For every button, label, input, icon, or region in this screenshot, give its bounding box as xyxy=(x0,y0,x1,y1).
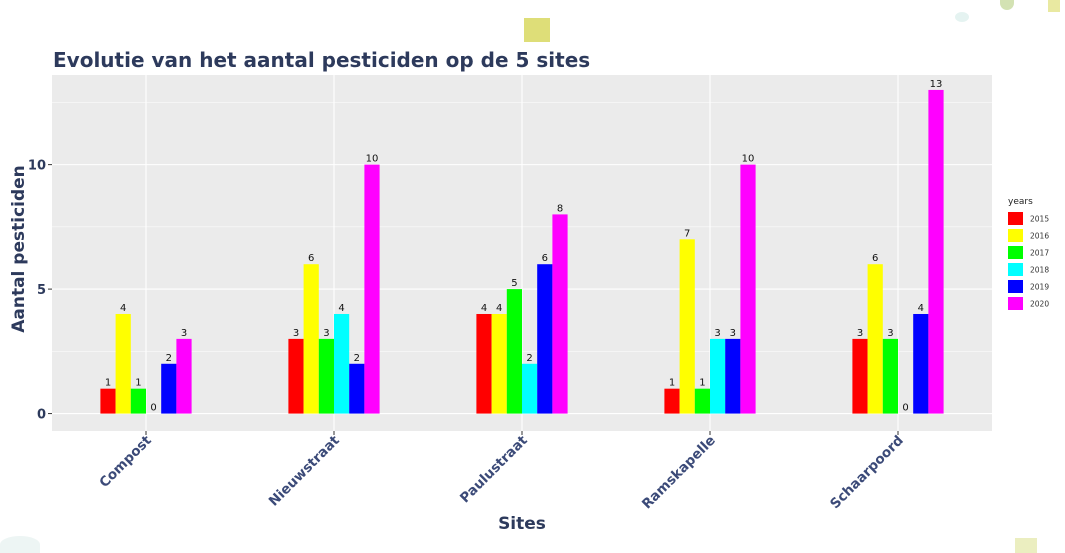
legend: years 2015 2016 2017 2018 2019 2020 xyxy=(1008,197,1049,310)
data-label-ramskapelle-2016: 7 xyxy=(684,228,690,239)
data-label-paulustraat-2016: 4 xyxy=(496,303,502,314)
data-label-nieuwstraat-2016: 6 xyxy=(308,253,314,264)
data-label-paulustraat-2018: 2 xyxy=(526,353,532,364)
data-label-schaarpoord-2016: 6 xyxy=(872,253,878,264)
decorative-leaf-top-right xyxy=(1000,0,1014,10)
data-label-ramskapelle-2018: 3 xyxy=(714,328,720,339)
y-tick-label: 0 xyxy=(37,408,46,423)
bar-nieuwstraat-2017 xyxy=(318,338,334,414)
bar-ramskapelle-2018 xyxy=(710,338,726,414)
bar-paulustraat-2020 xyxy=(552,214,568,414)
data-label-schaarpoord-2015: 3 xyxy=(857,328,863,339)
bar-compost-2019 xyxy=(161,363,177,414)
data-label-compost-2020: 3 xyxy=(181,328,187,339)
bar-paulustraat-2018 xyxy=(522,363,538,414)
bar-paulustraat-2015 xyxy=(476,313,492,414)
bar-nieuwstraat-2020 xyxy=(364,164,380,414)
data-label-compost-2018: 0 xyxy=(150,403,156,414)
bar-schaarpoord-2019 xyxy=(913,313,929,414)
bar-ramskapelle-2015 xyxy=(664,388,680,414)
legend-title: years xyxy=(1008,197,1033,207)
legend-key-2019 xyxy=(1008,280,1023,293)
x-tick-label-schaarpoord: Schaarpoord xyxy=(827,433,907,513)
decorative-swoosh-top-right xyxy=(955,12,969,22)
x-tick-label-compost: Compost xyxy=(96,432,155,491)
data-label-nieuwstraat-2020: 10 xyxy=(366,154,379,165)
bar-ramskapelle-2019 xyxy=(725,338,741,414)
data-label-ramskapelle-2017: 1 xyxy=(699,378,705,389)
bar-paulustraat-2016 xyxy=(491,313,507,414)
legend-label-2019: 2019 xyxy=(1030,283,1049,292)
bar-nieuwstraat-2015 xyxy=(288,338,304,414)
data-label-schaarpoord-2017: 3 xyxy=(887,328,893,339)
chart-title: Evolutie van het aantal pesticiden op de… xyxy=(53,48,590,72)
legend-key-2015 xyxy=(1008,212,1023,225)
bar-schaarpoord-2017 xyxy=(882,338,898,414)
data-label-paulustraat-2019: 6 xyxy=(542,253,548,264)
data-label-ramskapelle-2015: 1 xyxy=(669,378,675,389)
bar-compost-2015 xyxy=(100,388,116,414)
x-axis: Compost Nieuwstraat Paulustraat Ramskapelle… xyxy=(96,431,907,513)
bar-ramskapelle-2017 xyxy=(694,388,710,414)
data-label-compost-2016: 4 xyxy=(120,303,126,314)
data-label-paulustraat-2015: 4 xyxy=(481,303,487,314)
data-label-compost-2017: 1 xyxy=(135,378,141,389)
bar-nieuwstraat-2019 xyxy=(349,363,365,414)
data-label-nieuwstraat-2019: 2 xyxy=(354,353,360,364)
legend-label-2018: 2018 xyxy=(1030,266,1049,275)
gridlines xyxy=(52,75,992,431)
bar-paulustraat-2017 xyxy=(506,289,522,414)
legend-label-2020: 2020 xyxy=(1030,300,1049,309)
x-tick-label-paulustraat: Paulustraat xyxy=(457,432,531,506)
legend-label-2015: 2015 xyxy=(1030,215,1049,224)
decorative-leaf-top-right-2 xyxy=(1048,0,1060,12)
decorative-square-bottom-right xyxy=(1015,538,1037,553)
bar-nieuwstraat-2016 xyxy=(303,264,319,414)
bar-schaarpoord-2015 xyxy=(852,338,868,414)
data-label-compost-2015: 1 xyxy=(105,378,111,389)
data-label-schaarpoord-2019: 4 xyxy=(918,303,924,314)
data-label-nieuwstraat-2018: 4 xyxy=(338,303,344,314)
data-label-compost-2019: 2 xyxy=(166,353,172,364)
x-axis-title: Sites xyxy=(498,514,546,534)
legend-key-2020 xyxy=(1008,297,1023,310)
legend-key-2018 xyxy=(1008,263,1023,276)
bar-compost-2017 xyxy=(130,388,146,414)
data-label-schaarpoord-2018: 0 xyxy=(902,403,908,414)
bar-ramskapelle-2016 xyxy=(679,239,695,414)
x-tick-label-ramskapelle: Ramskapelle xyxy=(639,433,719,513)
legend-label-2016: 2016 xyxy=(1030,232,1049,241)
data-label-ramskapelle-2019: 3 xyxy=(730,328,736,339)
data-label-nieuwstraat-2017: 3 xyxy=(323,328,329,339)
decorative-square-top xyxy=(524,18,550,42)
data-label-nieuwstraat-2015: 3 xyxy=(293,328,299,339)
bar-schaarpoord-2016 xyxy=(867,264,883,414)
x-tick-label-nieuwstraat: Nieuwstraat xyxy=(266,432,343,509)
legend-key-2016 xyxy=(1008,229,1023,242)
bar-compost-2020 xyxy=(176,338,192,414)
data-label-ramskapelle-2020: 10 xyxy=(742,154,755,165)
legend-label-2017: 2017 xyxy=(1030,249,1049,258)
data-label-paulustraat-2017: 5 xyxy=(511,278,517,289)
y-axis: 0 5 10 xyxy=(28,159,52,423)
bars xyxy=(100,89,944,414)
data-label-paulustraat-2020: 8 xyxy=(557,203,563,214)
decorative-swoosh-bottom-left xyxy=(0,536,40,553)
y-axis-title: Aantal pesticiden xyxy=(9,165,29,333)
bar-ramskapelle-2020 xyxy=(740,164,756,414)
data-label-schaarpoord-2020: 13 xyxy=(930,79,943,90)
bar-nieuwstraat-2018 xyxy=(334,313,350,414)
bar-compost-2016 xyxy=(115,313,131,414)
legend-key-2017 xyxy=(1008,246,1023,259)
bar-schaarpoord-2020 xyxy=(928,89,944,414)
bar-paulustraat-2019 xyxy=(537,264,553,414)
y-tick-label: 10 xyxy=(28,159,46,174)
y-tick-label: 5 xyxy=(37,283,46,298)
